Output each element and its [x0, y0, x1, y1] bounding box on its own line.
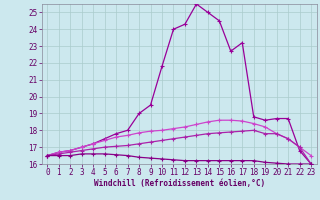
- X-axis label: Windchill (Refroidissement éolien,°C): Windchill (Refroidissement éolien,°C): [94, 179, 265, 188]
